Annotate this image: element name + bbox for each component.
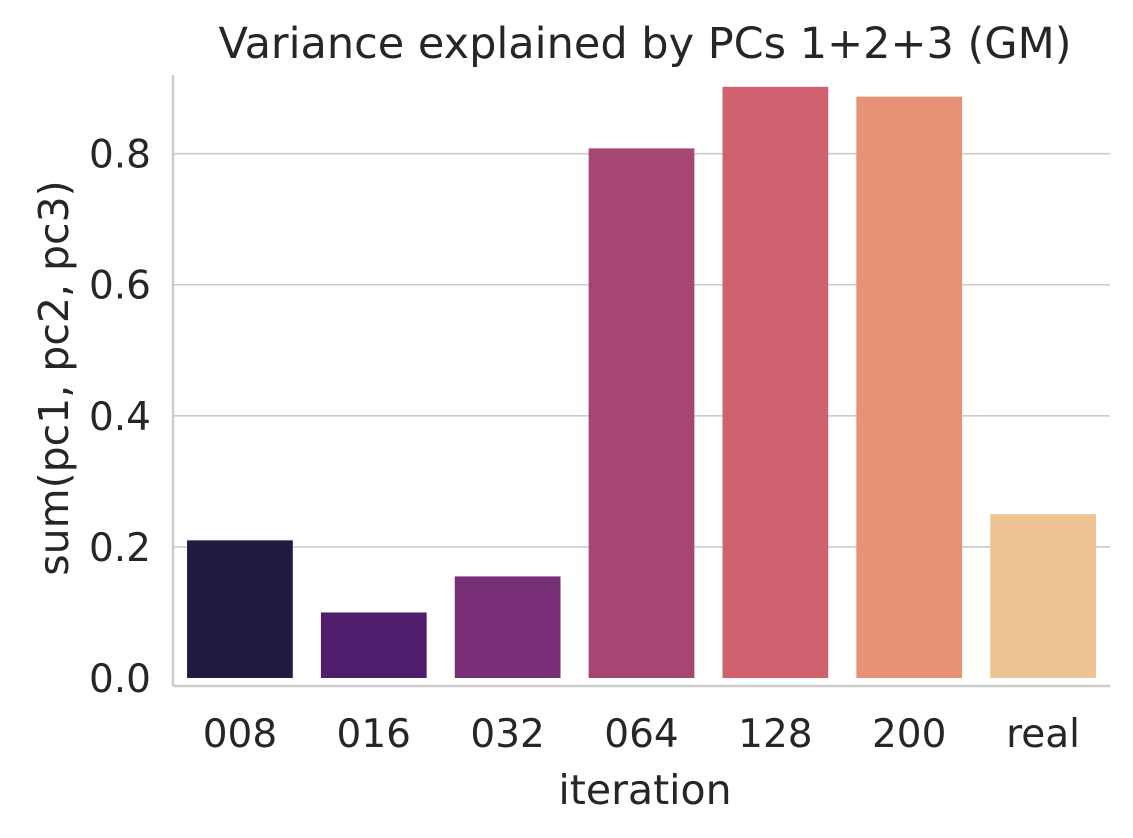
x-tick-label: 128 [738,712,812,757]
x-tick-label: 200 [872,712,946,757]
y-tick-label: 0.2 [89,526,151,571]
x-tick-label: 016 [337,712,411,757]
x-tick-label: 032 [470,712,544,757]
bar-008 [187,540,293,678]
chart-title: Variance explained by PCs 1+2+3 (GM) [219,19,1072,69]
bar-016 [320,612,427,678]
y-tick-label: 0.6 [89,264,151,309]
x-tick-label: 064 [604,712,678,757]
bar-real [990,514,1096,678]
x-tick-label: 008 [203,712,277,757]
y-axis-label: sum(pc1, pc2, pc3) [30,180,78,575]
bar-200 [856,96,963,679]
axes [171,75,1110,688]
y-tick-labels: 0.0 0.2 0.4 0.6 0.8 [89,133,151,702]
bars [187,86,1096,679]
y-tick-label: 0.4 [89,395,151,440]
bar-064 [588,148,695,678]
bar-128 [722,86,829,678]
x-axis-label: iteration [558,766,731,814]
y-tick-label: 0.8 [89,133,151,178]
x-tick-label: real [1006,712,1080,757]
y-tick-label: 0.0 [89,657,151,702]
x-tick-labels: 008 016 032 064 128 200 real [203,712,1080,757]
bar-032 [454,576,561,678]
